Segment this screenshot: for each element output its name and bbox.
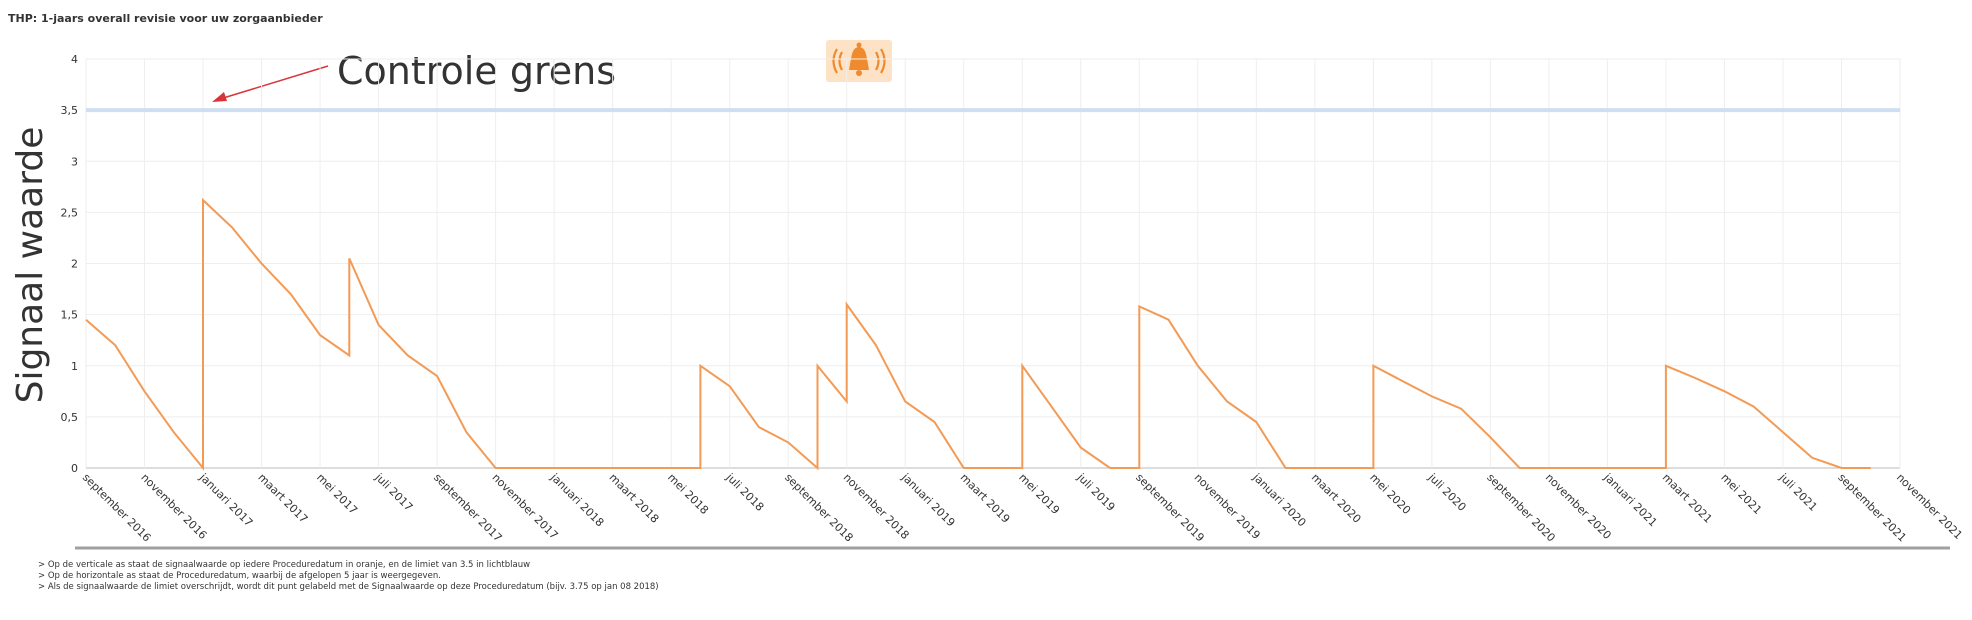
x-tick-label: juli 2019 xyxy=(1074,470,1118,514)
footer-note: > Als de signaalwaarde de limiet oversch… xyxy=(38,582,659,592)
x-tick-label: mei 2021 xyxy=(1718,471,1764,517)
x-tick-label: januari 2021 xyxy=(1601,470,1660,529)
y-tick-label: 0,5 xyxy=(61,411,79,424)
x-tick-label: juli 2018 xyxy=(723,470,767,514)
y-tick-label: 4 xyxy=(71,53,78,66)
x-tick-label: januari 2017 xyxy=(196,470,255,529)
x-tick-label: maart 2019 xyxy=(958,471,1013,526)
x-tick-label: juli 2017 xyxy=(372,470,416,514)
x-tick-label: januari 2020 xyxy=(1249,470,1308,529)
footer-note: > Op de verticale as staat de signaalwaa… xyxy=(38,560,530,570)
x-tick-label: maart 2021 xyxy=(1660,471,1715,526)
x-tick-label: maart 2018 xyxy=(607,471,662,526)
alarm-icon xyxy=(826,40,892,82)
x-tick-label: maart 2020 xyxy=(1309,471,1364,526)
footer-note: > Op de horizontale as staat de Procedur… xyxy=(38,571,441,581)
arrow-head xyxy=(212,92,227,102)
x-tick-label: juli 2020 xyxy=(1425,470,1469,514)
y-tick-label: 1,5 xyxy=(61,309,79,322)
y-tick-label: 3,5 xyxy=(61,104,79,117)
x-tick-label: mei 2017 xyxy=(314,471,360,517)
chart-title: THP: 1-jaars overall revisie voor uw zor… xyxy=(8,12,323,25)
y-tick-label: 2 xyxy=(71,258,78,271)
x-tick-label: mei 2018 xyxy=(665,471,711,517)
x-tick-label: mei 2020 xyxy=(1367,471,1413,517)
x-tick-label: mei 2019 xyxy=(1016,471,1062,517)
y-tick-label: 2,5 xyxy=(61,206,79,219)
annotation: Controle grens xyxy=(337,49,616,93)
y-tick-label: 0 xyxy=(71,462,78,475)
y-axis-label: Signaal waarde xyxy=(10,127,51,404)
y-tick-label: 3 xyxy=(71,155,78,168)
x-tick-label: januari 2019 xyxy=(898,470,957,529)
signal-line xyxy=(85,197,1871,471)
annotation-arrow xyxy=(219,65,329,100)
x-tick-label: juli 2021 xyxy=(1776,470,1820,514)
y-tick-label: 1 xyxy=(71,360,78,373)
x-tick-label: januari 2018 xyxy=(547,470,606,529)
x-tick-label: maart 2017 xyxy=(255,471,310,526)
